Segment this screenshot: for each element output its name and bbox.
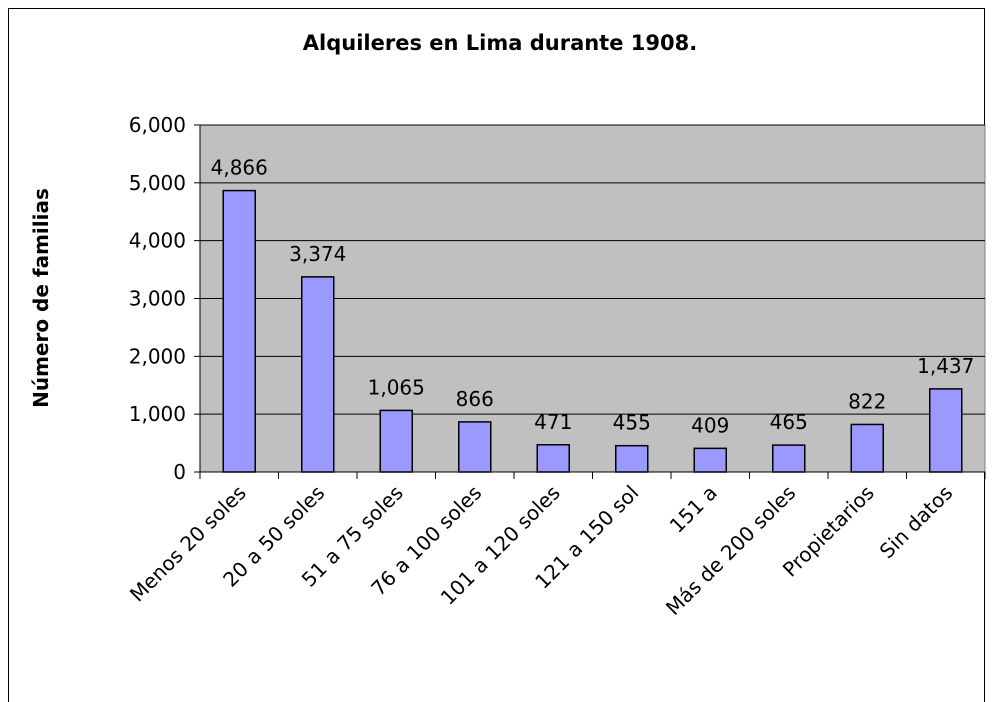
y-tick-label: 4,000 bbox=[129, 229, 186, 253]
value-label: 1,065 bbox=[368, 375, 425, 399]
chart-title: Alquileres en Lima durante 1908. bbox=[303, 31, 697, 55]
value-label: 471 bbox=[534, 410, 572, 434]
value-label: 866 bbox=[456, 387, 494, 411]
bar bbox=[379, 409, 413, 473]
value-label: 4,866 bbox=[211, 156, 268, 180]
value-label: 455 bbox=[613, 411, 651, 435]
bar bbox=[458, 421, 492, 473]
value-label: 465 bbox=[770, 410, 808, 434]
value-label: 1,437 bbox=[917, 354, 974, 378]
bar bbox=[536, 444, 570, 473]
y-tick-label: 2,000 bbox=[129, 344, 186, 368]
bar bbox=[301, 276, 335, 473]
bar bbox=[615, 444, 649, 473]
bar bbox=[772, 444, 806, 473]
y-tick-label: 1,000 bbox=[129, 402, 186, 426]
bar bbox=[222, 189, 256, 473]
bar bbox=[929, 388, 963, 473]
value-label: 409 bbox=[691, 413, 729, 437]
bar bbox=[693, 447, 727, 473]
value-label: 822 bbox=[848, 389, 886, 413]
y-tick-label: 0 bbox=[173, 460, 186, 484]
bar bbox=[850, 423, 884, 473]
y-axis-label: Número de familias bbox=[29, 188, 53, 408]
y-tick-label: 6,000 bbox=[129, 113, 186, 137]
value-label: 3,374 bbox=[289, 242, 346, 266]
y-tick-label: 5,000 bbox=[129, 171, 186, 195]
y-tick-label: 3,000 bbox=[129, 287, 186, 311]
